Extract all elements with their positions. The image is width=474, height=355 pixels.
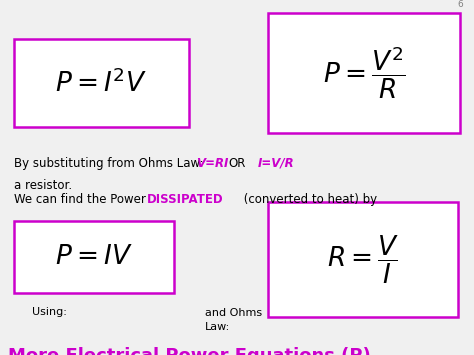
FancyBboxPatch shape	[268, 13, 460, 133]
Text: $P = \dfrac{V^2}{R}$: $P = \dfrac{V^2}{R}$	[323, 45, 405, 102]
Text: I=V/R: I=V/R	[258, 157, 295, 170]
Text: More Electrical Power Equations (P): More Electrical Power Equations (P)	[8, 347, 371, 355]
FancyBboxPatch shape	[14, 221, 174, 293]
Text: $P = I^2V$: $P = I^2V$	[55, 69, 147, 97]
FancyBboxPatch shape	[14, 39, 189, 127]
Text: (converted to heat) by: (converted to heat) by	[240, 193, 377, 206]
FancyBboxPatch shape	[268, 202, 458, 317]
Text: We can find the Power: We can find the Power	[14, 193, 150, 206]
Text: $R = \dfrac{V}{I}$: $R = \dfrac{V}{I}$	[327, 234, 399, 286]
Text: By substituting from Ohms Law:: By substituting from Ohms Law:	[14, 157, 203, 170]
Text: DISSIPATED: DISSIPATED	[147, 193, 224, 206]
Text: OR: OR	[228, 157, 246, 170]
Text: V=RI: V=RI	[196, 157, 228, 170]
Text: Using:: Using:	[32, 307, 67, 317]
Text: a resistor.: a resistor.	[14, 179, 72, 192]
Text: and Ohms
Law:: and Ohms Law:	[205, 308, 262, 332]
Text: $P = IV$: $P = IV$	[55, 245, 133, 269]
Text: 6: 6	[457, 0, 463, 9]
